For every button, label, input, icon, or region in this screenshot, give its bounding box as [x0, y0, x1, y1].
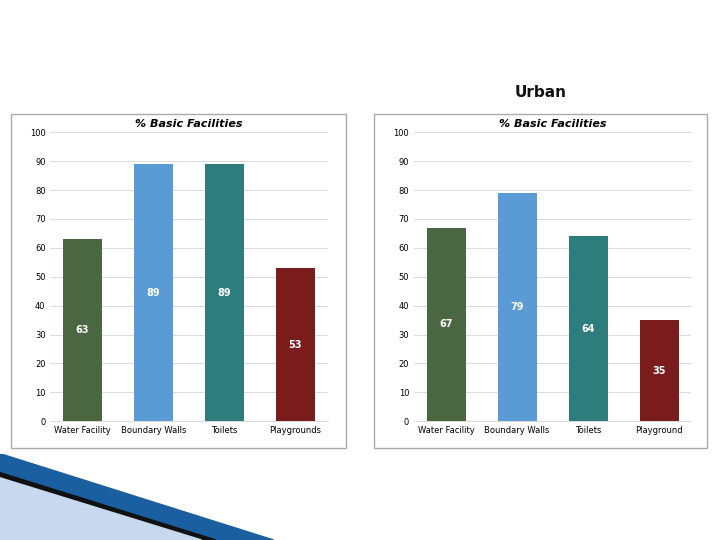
Bar [134, 164, 173, 421]
Text: 64: 64 [581, 324, 595, 334]
Text: Rural: Rural [156, 85, 201, 100]
Polygon shape [0, 472, 216, 540]
Polygon shape [0, 478, 202, 540]
Text: 67: 67 [439, 320, 453, 329]
Text: Urban: Urban [515, 85, 567, 100]
Bar [426, 228, 466, 421]
Bar [498, 193, 536, 421]
Title: % Basic Facilities: % Basic Facilities [499, 119, 606, 129]
Bar [63, 239, 102, 421]
Bar [639, 320, 678, 421]
Text: 79: 79 [510, 302, 524, 312]
Text: 89: 89 [217, 288, 231, 298]
Text: 89: 89 [147, 288, 161, 298]
Text: 63: 63 [76, 325, 89, 335]
Polygon shape [0, 454, 274, 540]
Bar [569, 237, 608, 421]
Bar [276, 268, 315, 421]
Text: Basic Facilities in Govt. Primary Schools: Basic Facilities in Govt. Primary School… [13, 25, 516, 45]
Text: 35: 35 [652, 366, 666, 376]
Title: % Basic Facilities: % Basic Facilities [135, 119, 243, 129]
Text: 53: 53 [289, 340, 302, 349]
Bar [205, 164, 244, 421]
